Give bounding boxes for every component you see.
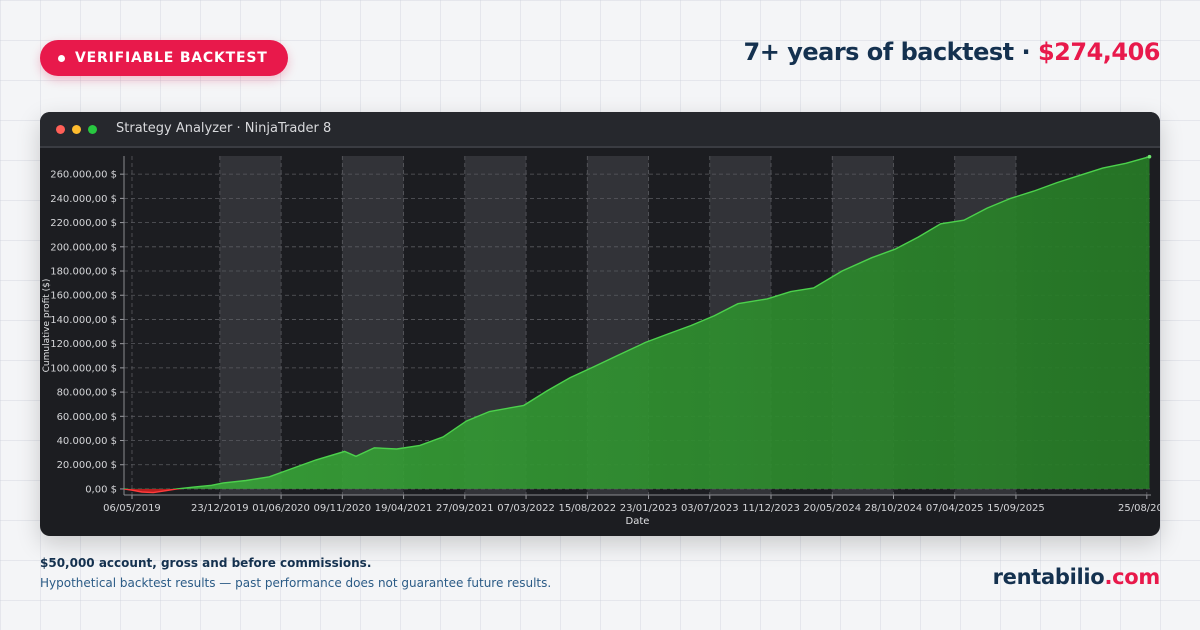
final-value-point (1147, 154, 1152, 159)
x-tick-label: 03/07/2023 (681, 503, 739, 514)
x-tick-label: 07/03/2022 (497, 503, 555, 514)
y-tick-label: 100.000,00 $ (50, 363, 117, 374)
close-window-icon[interactable] (56, 125, 65, 134)
brand-logo[interactable]: rentabilio.com (992, 565, 1161, 589)
profit-area-group (124, 156, 1150, 489)
y-tick-label: 40.000,00 $ (57, 436, 117, 447)
profit-line (124, 156, 1150, 489)
x-tick-label: 09/11/2020 (314, 503, 372, 514)
y-tick-label: 200.000,00 $ (50, 242, 117, 253)
y-tick-label: 140.000,00 $ (50, 315, 117, 326)
time-band (219, 156, 282, 495)
brand-name: rentabilio (992, 565, 1105, 589)
x-tick-label: 27/09/2021 (436, 503, 494, 514)
badge-label: VERIFIABLE BACKTEST (75, 50, 268, 66)
verifiable-backtest-badge: VERIFIABLE BACKTEST (40, 40, 288, 76)
y-tick-label: 240.000,00 $ (50, 194, 117, 205)
cumulative-profit-chart: 0,00 $ 20.000,00 $ 40.000,00 $ 60.000,00 $ 8… (42, 154, 1160, 527)
x-tick-label: 20/05/2024 (803, 503, 861, 514)
y-tick-label: 260.000,00 $ (50, 170, 117, 181)
x-tick-label: 06/05/2019 (103, 503, 161, 514)
headline-text: 7+ years of backtest · (743, 38, 1031, 66)
loss-area-group (124, 488, 184, 494)
y-axis-label: Cumulative profit ($) (42, 279, 52, 373)
headline: 7+ years of backtest · $274,406 (743, 38, 1161, 66)
headline-amount: $274,406 (1037, 38, 1161, 66)
x-tick-label: 25/08/2026 (1118, 503, 1160, 514)
loss-area (124, 488, 177, 493)
brand-tld: .com (1104, 565, 1160, 589)
x-tick-label: 11/12/2023 (742, 503, 800, 514)
y-tick-label: 220.000,00 $ (50, 218, 117, 229)
strategy-analyzer-window: Strategy Analyzer · NinjaTrader 8 0,00 $… (40, 112, 1160, 536)
account-note: $50,000 account, gross and before commis… (40, 556, 372, 570)
minimize-window-icon[interactable] (72, 125, 81, 134)
badge-dot-icon (58, 54, 65, 62)
x-tick-label: 23/01/2023 (620, 503, 678, 514)
x-tick-label: 19/04/2021 (375, 503, 433, 514)
y-tick-label: 20.000,00 $ (57, 460, 117, 471)
x-tick-label: 07/04/2025 (926, 503, 984, 514)
profit-area (124, 156, 1150, 489)
y-tick-label: 0,00 $ (85, 484, 117, 495)
x-tick-label: 28/10/2024 (865, 503, 923, 514)
y-tick-label: 80.000,00 $ (57, 388, 117, 399)
y-tick-label: 60.000,00 $ (57, 412, 117, 423)
x-tick-label: 23/12/2019 (191, 503, 249, 514)
y-tick-label: 180.000,00 $ (50, 267, 117, 278)
time-band (342, 156, 404, 495)
maximize-window-icon[interactable] (88, 125, 97, 134)
y-tick-label: 120.000,00 $ (50, 339, 117, 350)
y-tick-label: 160.000,00 $ (50, 291, 117, 302)
window-titlebar: Strategy Analyzer · NinjaTrader 8 (40, 112, 1160, 148)
x-axis-label: Date (626, 516, 650, 527)
x-tick-label: 01/06/2020 (252, 503, 310, 514)
x-tick-label: 15/09/2025 (987, 503, 1045, 514)
window-title: Strategy Analyzer · NinjaTrader 8 (116, 121, 332, 136)
x-tick-label: 15/08/2022 (558, 503, 616, 514)
disclaimer: Hypothetical backtest results — past per… (40, 576, 552, 590)
